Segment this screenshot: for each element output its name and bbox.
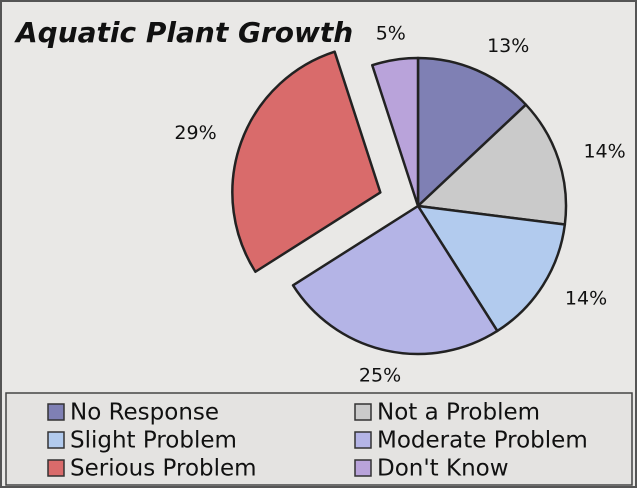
legend-swatch xyxy=(354,403,372,421)
pie-slice xyxy=(291,204,499,356)
legend-swatch xyxy=(47,403,65,421)
data-label: 14% xyxy=(565,288,607,310)
chart-title: Aquatic Plant Growth xyxy=(14,16,353,49)
legend-swatch xyxy=(354,459,372,477)
legend-box xyxy=(5,392,633,486)
legend-swatch xyxy=(354,431,372,449)
legend-label: Slight Problem xyxy=(70,428,237,454)
legend-label: Serious Problem xyxy=(70,456,257,482)
pie-slice xyxy=(231,50,382,274)
pie-slice xyxy=(416,204,567,333)
pie-slice xyxy=(416,103,568,226)
data-label: 29% xyxy=(174,122,216,144)
legend-swatch xyxy=(47,459,65,477)
legend-swatch xyxy=(47,431,65,449)
legend-label: Don't Know xyxy=(377,456,509,482)
data-label: 25% xyxy=(359,364,401,386)
legend-label: Not a Problem xyxy=(377,400,540,426)
data-label: 13% xyxy=(487,35,529,57)
data-label: 14% xyxy=(583,141,625,163)
legend-label: No Response xyxy=(70,400,219,426)
legend-label: Moderate Problem xyxy=(377,428,588,454)
pie-slice xyxy=(416,56,528,208)
pie-slice xyxy=(371,56,420,208)
data-label: 5% xyxy=(376,23,406,45)
